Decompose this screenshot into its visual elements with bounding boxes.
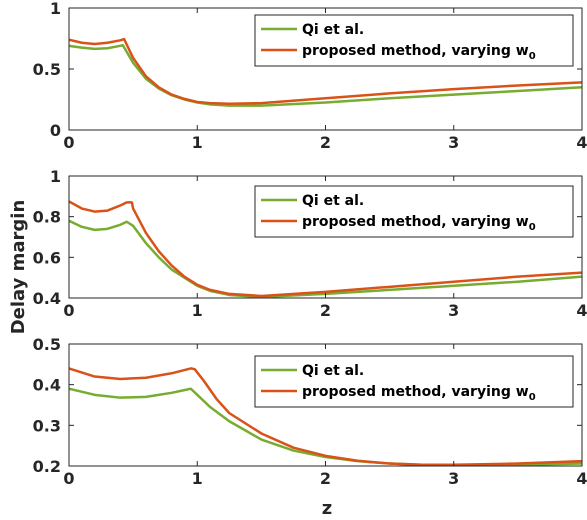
legend-label-proposed-method: proposed method, varying w0 (302, 214, 536, 233)
x-tick-label: 3 (448, 469, 459, 488)
x-tick-label: 4 (576, 301, 587, 320)
series-line-qi-et-al (69, 219, 582, 298)
x-tick-label: 0 (63, 301, 74, 320)
legend-label-subscript: 0 (529, 51, 536, 62)
x-tick-label: 2 (320, 133, 331, 152)
legend-label-proposed-method: proposed method, varying w0 (302, 384, 536, 403)
series-line-proposed-method (69, 37, 582, 106)
legend-label-main: proposed method, varying w (302, 214, 529, 230)
series-line-proposed-method (69, 367, 582, 466)
legend-box (254, 355, 574, 408)
chart-panel-bottom: 0 1 2 3 4 0.2 0.3 0.4 0.5 Qi et al. proposed metho… (33, 335, 587, 488)
y-tick-label: 0 (50, 121, 61, 140)
x-tick-label: 0 (63, 469, 74, 488)
y-tick-label: 0.4 (33, 289, 61, 308)
legend-label-main: proposed method, varying w (302, 384, 529, 400)
x-tick-label: 0 (63, 133, 74, 152)
legend: Qi et al. proposed method, varying w0 (254, 14, 574, 67)
x-tick-label: 4 (576, 469, 587, 488)
legend: Qi et al. proposed method, varying w0 (254, 355, 574, 408)
x-tick-label: 4 (576, 133, 587, 152)
legend-label-subscript: 0 (529, 222, 536, 233)
x-tick-label: 2 (320, 469, 331, 488)
y-tick-label: 0.2 (33, 457, 61, 476)
y-tick-label: 0.5 (33, 60, 61, 79)
legend-label-main: proposed method, varying w (302, 43, 529, 59)
x-tick-label: 1 (192, 133, 203, 152)
legend-label-subscript: 0 (529, 392, 536, 403)
x-tick-label: 2 (320, 301, 331, 320)
y-tick-label: 0.3 (33, 416, 61, 435)
legend-label-proposed-method: proposed method, varying w0 (302, 43, 536, 62)
y-tick-label: 1 (50, 0, 61, 18)
y-tick-label: 0.5 (33, 335, 61, 354)
legend-box (254, 185, 574, 238)
y-tick-label: 0.6 (33, 248, 61, 267)
x-tick-label: 1 (192, 469, 203, 488)
chart-panel-middle: 0 1 2 3 4 0.4 0.6 0.8 1 Qi et al. proposed method,… (33, 167, 587, 320)
legend-label-qi-et-al: Qi et al. (302, 22, 364, 38)
legend-box (254, 14, 574, 67)
legend-label-qi-et-al: Qi et al. (302, 193, 364, 209)
x-tick-label: 3 (448, 133, 459, 152)
y-tick-label: 1 (50, 167, 61, 186)
x-tick-label: 3 (448, 301, 459, 320)
series-line-proposed-method (69, 200, 582, 298)
x-axis-label: z (322, 498, 332, 519)
chart-panel-top: 0 1 2 3 4 0 0.5 1 Qi et al. proposed method, vary… (33, 0, 587, 152)
legend-label-qi-et-al: Qi et al. (302, 363, 364, 379)
y-axis-label: Delay margin (8, 200, 29, 335)
legend: Qi et al. proposed method, varying w0 (254, 185, 574, 238)
x-tick-label: 1 (192, 301, 203, 320)
y-tick-label: 0.4 (33, 376, 61, 395)
y-tick-label: 0.8 (33, 208, 61, 227)
